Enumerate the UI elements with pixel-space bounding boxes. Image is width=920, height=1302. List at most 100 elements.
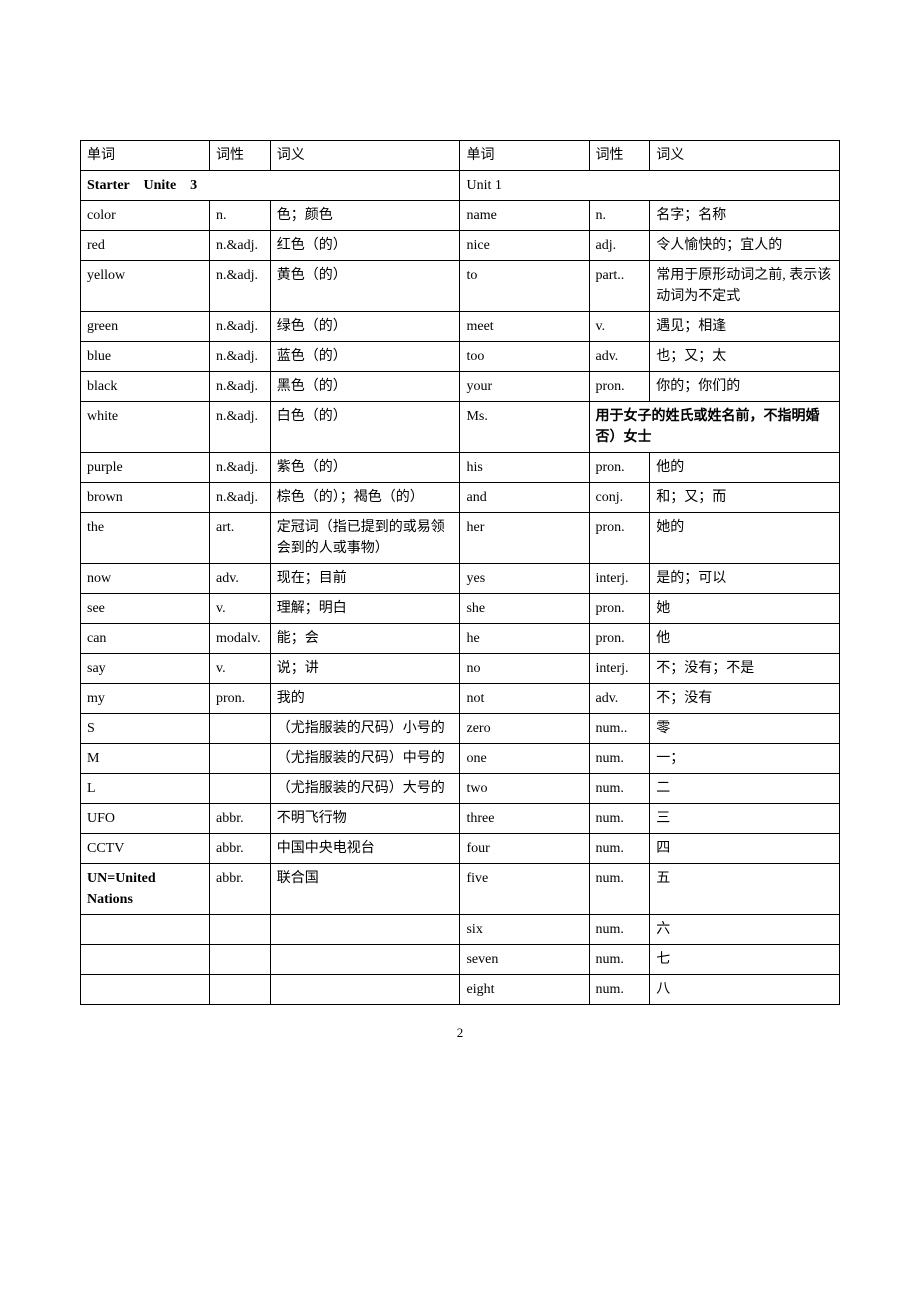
cell-word-right: her (460, 513, 589, 564)
cell-word-right: zero (460, 714, 589, 744)
table-row: nowadv.现在；目前yesinterj.是的；可以 (81, 564, 840, 594)
cell-pos-left: abbr. (210, 834, 271, 864)
cell-def-left (270, 915, 460, 945)
cell-pos-right: pron. (589, 372, 650, 402)
cell-pos-left: v. (210, 594, 271, 624)
cell-def-left: 说；讲 (270, 654, 460, 684)
cell-word-left: CCTV (81, 834, 210, 864)
cell-def-right: 和；又；而 (650, 483, 840, 513)
cell-def-right: 六 (650, 915, 840, 945)
cell-word-right: he (460, 624, 589, 654)
cell-pos-right: num. (589, 804, 650, 834)
cell-word-right: nice (460, 231, 589, 261)
cell-word-left: my (81, 684, 210, 714)
table-row: brownn.&adj.棕色（的）；褐色（的）andconj.和；又；而 (81, 483, 840, 513)
cell-word-left: UN=United Nations (81, 864, 210, 915)
cell-word-left: white (81, 402, 210, 453)
cell-pos-left: abbr. (210, 804, 271, 834)
cell-word-right: too (460, 342, 589, 372)
cell-word-left: the (81, 513, 210, 564)
cell-def-left: 我的 (270, 684, 460, 714)
cell-word-right: Ms. (460, 402, 589, 453)
cell-pos-left: pron. (210, 684, 271, 714)
cell-pos-right: interj. (589, 654, 650, 684)
cell-word-left: brown (81, 483, 210, 513)
cell-word-left (81, 945, 210, 975)
cell-def-left: 理解；明白 (270, 594, 460, 624)
cell-def-left: 现在；目前 (270, 564, 460, 594)
table-row: purplen.&adj.紫色（的）hispron.他的 (81, 453, 840, 483)
cell-pos-right: num.. (589, 714, 650, 744)
table-row: seev.理解；明白shepron.她 (81, 594, 840, 624)
cell-word-right: six (460, 915, 589, 945)
cell-word-left: can (81, 624, 210, 654)
cell-word-right: to (460, 261, 589, 312)
cell-def-right: 她的 (650, 513, 840, 564)
cell-def-right: 二 (650, 774, 840, 804)
table-row: mypron.我的notadv.不；没有 (81, 684, 840, 714)
table-row: redn.&adj.红色（的）niceadj.令人愉快的；宜人的 (81, 231, 840, 261)
cell-pos-left (210, 915, 271, 945)
cell-word-left: blue (81, 342, 210, 372)
cell-def-left: 蓝色（的） (270, 342, 460, 372)
cell-word-left: M (81, 744, 210, 774)
cell-pos-left (210, 945, 271, 975)
cell-word-right: three (460, 804, 589, 834)
cell-def-right: 也；又；太 (650, 342, 840, 372)
cell-pos-right: num. (589, 975, 650, 1005)
cell-pos-left: n. (210, 201, 271, 231)
cell-def-right: 遇见；相逢 (650, 312, 840, 342)
cell-pos-right: num. (589, 774, 650, 804)
cell-pos-right: n. (589, 201, 650, 231)
header-pos-left: 词性 (210, 141, 271, 171)
table-row: sayv.说；讲nointerj.不；没有；不是 (81, 654, 840, 684)
header-row: 单词 词性 词义 单词 词性 词义 (81, 141, 840, 171)
cell-pos-left (210, 744, 271, 774)
cell-pos-right: conj. (589, 483, 650, 513)
table-row: UN=United Nationsabbr.联合国fivenum.五 (81, 864, 840, 915)
table-row: canmodalv.能；会hepron.他 (81, 624, 840, 654)
cell-pos-right: num. (589, 834, 650, 864)
cell-pos-left: modalv. (210, 624, 271, 654)
cell-def-left: 黑色（的） (270, 372, 460, 402)
cell-def-left: （尤指服装的尺码）小号的 (270, 714, 460, 744)
cell-def-right: 零 (650, 714, 840, 744)
page-number: 2 (80, 1025, 840, 1041)
cell-pos-right: num. (589, 864, 650, 915)
cell-word-right: not (460, 684, 589, 714)
cell-pos-left (210, 714, 271, 744)
header-pos-right: 词性 (589, 141, 650, 171)
header-def-right: 词义 (650, 141, 840, 171)
cell-word-left: red (81, 231, 210, 261)
section-header-left: Starter Unite 3 (81, 171, 460, 201)
table-row: yellown.&adj.黄色（的）topart..常用于原形动词之前, 表示该… (81, 261, 840, 312)
cell-word-left (81, 915, 210, 945)
cell-def-left: 红色（的） (270, 231, 460, 261)
table-row: L（尤指服装的尺码）大号的twonum.二 (81, 774, 840, 804)
cell-def-right-merged: 用于女子的姓氏或姓名前，不指明婚否）女士 (589, 402, 840, 453)
table-row: sevennum.七 (81, 945, 840, 975)
table-row: eightnum.八 (81, 975, 840, 1005)
cell-pos-left: n.&adj. (210, 483, 271, 513)
cell-def-right: 是的；可以 (650, 564, 840, 594)
cell-def-right: 五 (650, 864, 840, 915)
cell-word-right: five (460, 864, 589, 915)
cell-def-left: （尤指服装的尺码）中号的 (270, 744, 460, 774)
cell-word-right: meet (460, 312, 589, 342)
cell-word-right: and (460, 483, 589, 513)
cell-pos-left: n.&adj. (210, 231, 271, 261)
cell-def-right: 不；没有 (650, 684, 840, 714)
cell-word-left: now (81, 564, 210, 594)
cell-word-left: yellow (81, 261, 210, 312)
table-row: theart.定冠词（指已提到的或易领会到的人或事物）herpron.她的 (81, 513, 840, 564)
cell-pos-left: n.&adj. (210, 342, 271, 372)
cell-pos-right: adv. (589, 684, 650, 714)
cell-pos-right: num. (589, 744, 650, 774)
cell-def-left: 不明飞行物 (270, 804, 460, 834)
cell-pos-right: pron. (589, 594, 650, 624)
cell-def-left (270, 975, 460, 1005)
cell-def-right: 不；没有；不是 (650, 654, 840, 684)
header-word-right: 单词 (460, 141, 589, 171)
cell-word-right: seven (460, 945, 589, 975)
header-def-left: 词义 (270, 141, 460, 171)
